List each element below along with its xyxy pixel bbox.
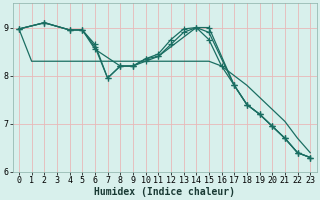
X-axis label: Humidex (Indice chaleur): Humidex (Indice chaleur): [94, 186, 235, 197]
